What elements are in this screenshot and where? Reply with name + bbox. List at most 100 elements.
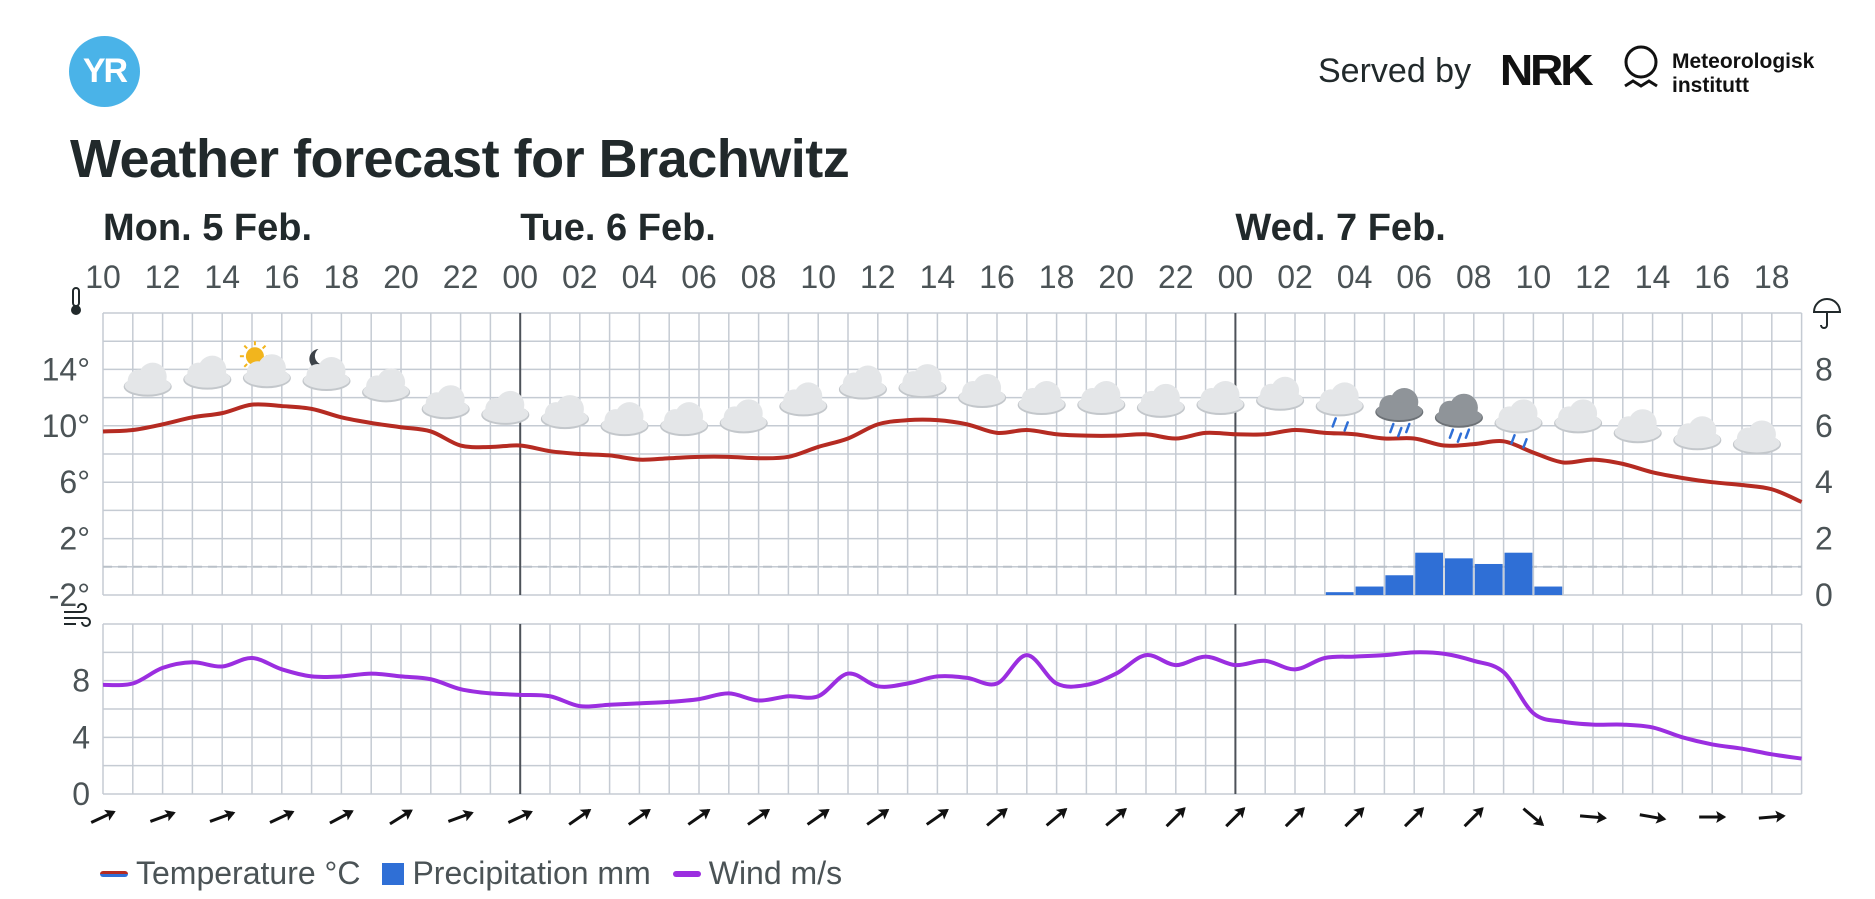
temperature-tick-label: 10° (42, 408, 90, 444)
wind-tick-label: 0 (72, 776, 90, 812)
hour-tick-label: 22 (1158, 259, 1194, 295)
raindrop (1456, 432, 1463, 443)
wind-arrow-head (937, 808, 949, 820)
raindrop (1510, 434, 1516, 445)
hour-tick-label: 10 (800, 259, 836, 295)
wind-tick-label: 4 (72, 719, 90, 755)
cloud-base (1197, 395, 1244, 414)
wind-arrow-icon (507, 809, 533, 824)
hour-tick-label: 18 (1754, 259, 1790, 295)
temperature-tick-label: 6° (59, 464, 90, 500)
hour-tick-label: 16 (264, 259, 300, 295)
cloud-base (184, 369, 231, 388)
hour-tick-label: 14 (920, 259, 956, 295)
wind-arrow-head (1115, 808, 1127, 820)
hour-tick-label: 02 (1277, 259, 1313, 295)
wind-arrow-icon (149, 809, 176, 823)
raindrop (1464, 428, 1471, 439)
hour-tick-label: 02 (562, 259, 598, 295)
wind-arrow-icon (866, 808, 890, 826)
nrk-logo[interactable]: NRK (1499, 46, 1594, 95)
raindrop (1331, 417, 1337, 428)
day-label: Wed. 7 Feb. (1235, 207, 1445, 249)
wind-arrow-icon (329, 809, 354, 825)
cloud-icon (660, 402, 709, 437)
day-label: Tue. 6 Feb. (520, 207, 716, 249)
forecast-chart: Mon. 5 Feb. Tue. 6 Feb. Wed. 7 Feb. 10 12 14 1… (42, 207, 1842, 828)
wind-arrow-head (282, 809, 295, 821)
rain-dark-icon (1375, 388, 1424, 438)
raindrop (1522, 438, 1528, 449)
sun-ray (243, 363, 248, 368)
hour-tick-label: 12 (1575, 259, 1611, 295)
cloud-base (124, 376, 171, 395)
hour-tick-label: 18 (324, 259, 360, 295)
cloud-base (839, 379, 886, 398)
wind-arrow-icon (1699, 811, 1727, 823)
yr-logo[interactable]: YR (69, 36, 140, 107)
cloud-base (1257, 390, 1304, 409)
cloud-icon (1554, 399, 1603, 434)
wind-icon (64, 603, 91, 627)
cloud-base (1137, 397, 1184, 416)
wind-arrow-head (1655, 811, 1667, 824)
wind-arrow-icon (806, 808, 830, 826)
hour-tick-label: 12 (860, 259, 896, 295)
wind-arrow-head (1775, 810, 1786, 823)
cloud-base (1078, 395, 1125, 414)
temperature-grid (102, 312, 1803, 596)
precipitation-bar (1474, 563, 1503, 595)
wind-grid (102, 623, 1803, 795)
wind-arrow-icon (747, 808, 771, 826)
hour-tick-label: 08 (1456, 259, 1492, 295)
cloud-base (780, 396, 827, 415)
wind-arrow-icon (925, 808, 949, 826)
wind-swatch (672, 870, 701, 877)
wind-arrow-icon (209, 809, 236, 823)
precipitation-tick-label: 0 (1815, 577, 1833, 613)
cloud-base (1018, 395, 1065, 414)
hour-tick-label: 14 (1635, 259, 1671, 295)
wind-arrow-head (1412, 807, 1425, 819)
precipitation-bar (1504, 552, 1533, 595)
cloud-base (661, 416, 708, 435)
hour-tick-label: 00 (1218, 259, 1254, 295)
cloud-base (1376, 402, 1423, 421)
hour-tick-label: 18 (1039, 259, 1075, 295)
hour-tick-label: 06 (1396, 259, 1432, 295)
wind-arrow-icon (1105, 808, 1127, 827)
hour-tick-label: 12 (145, 259, 181, 295)
umbrella-handle (1820, 312, 1828, 329)
cloud-base (1614, 423, 1661, 442)
cloud-icon (1077, 381, 1126, 416)
met-logo-line2: institutt (1672, 74, 1749, 97)
wind-arrow-head (818, 808, 830, 820)
cloud-icon (540, 395, 589, 430)
cloud-icon (958, 373, 1007, 408)
light-rain-icon (1494, 399, 1543, 449)
temperature-tick-label: 14° (42, 351, 90, 387)
wind-arrow-icon (627, 808, 651, 826)
precipitation-tick-label: 2 (1815, 521, 1833, 557)
served-by-label: Served by (1318, 52, 1472, 90)
wind-arrow-head (1293, 807, 1305, 819)
cloud-icon (779, 382, 828, 417)
cloud-icon (1256, 376, 1305, 411)
wind-arrow-icon (1639, 811, 1667, 824)
thermometer-icon (71, 287, 81, 315)
wind-arrow-head (1055, 808, 1068, 820)
precipitation-bar (1385, 575, 1414, 595)
wind-arrow-head (462, 809, 474, 822)
cloud-icon (1136, 383, 1185, 418)
met-institute-logo[interactable]: Meteorologisk institutt (1672, 50, 1814, 98)
raindrop (1405, 422, 1411, 434)
sun (245, 347, 264, 366)
cloud-base (1316, 396, 1363, 415)
wind-arrow-icon (1165, 807, 1186, 828)
legend-item-temperature: Temperature °C (100, 855, 360, 892)
wind-arrow-icon (1225, 807, 1246, 828)
hour-tick-label: 20 (1098, 259, 1134, 295)
precipitation-tick-label: 4 (1815, 464, 1833, 500)
moon-cloud-icon (302, 349, 351, 392)
wind-arrow-head (996, 808, 1008, 820)
